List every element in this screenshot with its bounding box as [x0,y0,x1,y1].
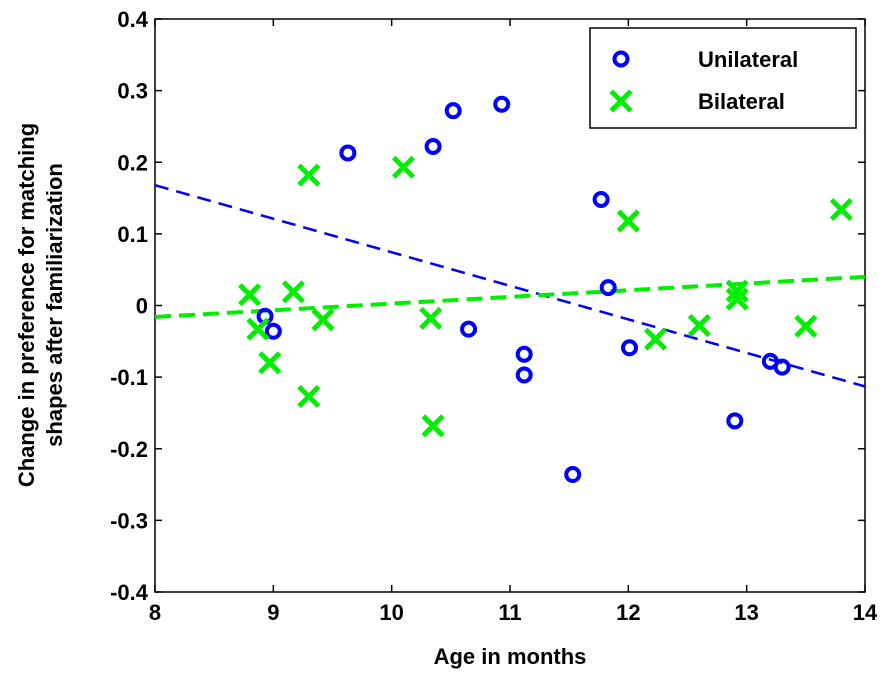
x-axis-title: Age in months [434,644,587,669]
axis-ticks: 8 9 10 11 12 13 14 -0.4 -0.3 -0.2 -0.1 0 0.1 0.2 0.3 0.… [110,7,878,625]
point-unilateral [339,144,357,162]
x-tick-label: 10 [379,600,403,625]
fit-lines [154,183,866,388]
point-bilateral [725,287,749,311]
data-points [238,95,853,484]
y-tick-label: 0.2 [117,150,148,175]
legend-box [589,27,857,129]
point-unilateral [773,358,791,376]
point-bilateral [281,280,305,304]
legend-marker-unilateral [612,50,630,68]
point-unilateral [424,137,442,155]
point-unilateral [599,279,617,297]
fit-line-unilateral [154,183,866,388]
point-unilateral [621,339,639,357]
x-tick-label: 13 [734,600,758,625]
legend-marker-bilateral [609,89,633,113]
point-bilateral [616,209,640,233]
y-tick-label: 0.3 [117,79,148,104]
x-tick-label: 8 [149,600,161,625]
x-tick-label: 14 [853,600,878,625]
point-bilateral [687,314,711,338]
point-unilateral [515,345,533,363]
point-bilateral [419,306,443,330]
point-bilateral [391,155,416,179]
point-bilateral [246,317,270,341]
x-tick-label: 11 [498,600,521,625]
point-unilateral [444,102,462,120]
point-unilateral [264,322,282,340]
x-tick-label: 9 [267,600,279,625]
y-tick-label: -0.4 [110,580,149,605]
y-tick-label: -0.1 [110,365,148,390]
y-axis-title-line-2: shapes after familiarization [42,163,67,447]
point-unilateral [493,95,511,113]
point-unilateral [460,320,478,338]
point-bilateral [297,163,321,187]
y-tick-label: -0.2 [110,437,148,462]
point-unilateral [515,366,533,384]
point-unilateral [726,412,744,430]
point-unilateral [564,466,582,484]
y-tick-label: 0 [136,294,148,319]
point-bilateral [421,414,445,438]
point-bilateral [258,351,282,375]
point-bilateral [297,384,321,408]
y-axis-title-line-1: Change in preference for matching [14,123,39,487]
point-unilateral [592,190,610,208]
legend-label-unilateral: Unilateral [698,47,798,72]
y-tick-label: 0.4 [117,7,148,32]
point-bilateral [644,327,668,351]
x-tick-label: 12 [616,600,640,625]
point-bilateral [829,197,853,222]
legend-label-bilateral: Bilateral [698,89,785,114]
legend: Unilateral Bilateral [589,27,857,129]
point-bilateral [794,314,818,338]
y-tick-label: 0.1 [117,222,148,247]
point-bilateral [238,283,262,307]
point-bilateral [311,308,335,332]
y-tick-label: -0.3 [110,508,148,533]
